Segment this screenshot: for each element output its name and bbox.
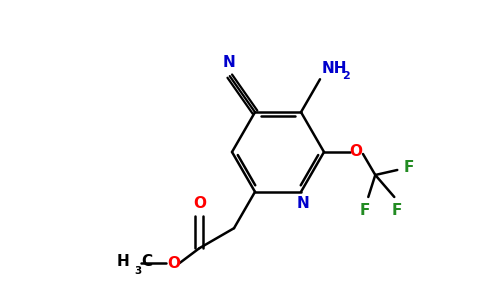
Text: 3: 3 [135,266,142,276]
Text: N: N [297,196,309,211]
Text: F: F [403,160,414,175]
Text: 2: 2 [342,71,350,81]
Text: NH: NH [322,61,348,76]
Text: C: C [141,254,152,269]
Text: O: O [349,145,363,160]
Text: N: N [222,55,235,70]
Text: O: O [193,196,206,211]
Text: H: H [117,254,129,269]
Text: F: F [360,203,370,218]
Text: F: F [392,203,403,218]
Text: O: O [167,256,180,271]
